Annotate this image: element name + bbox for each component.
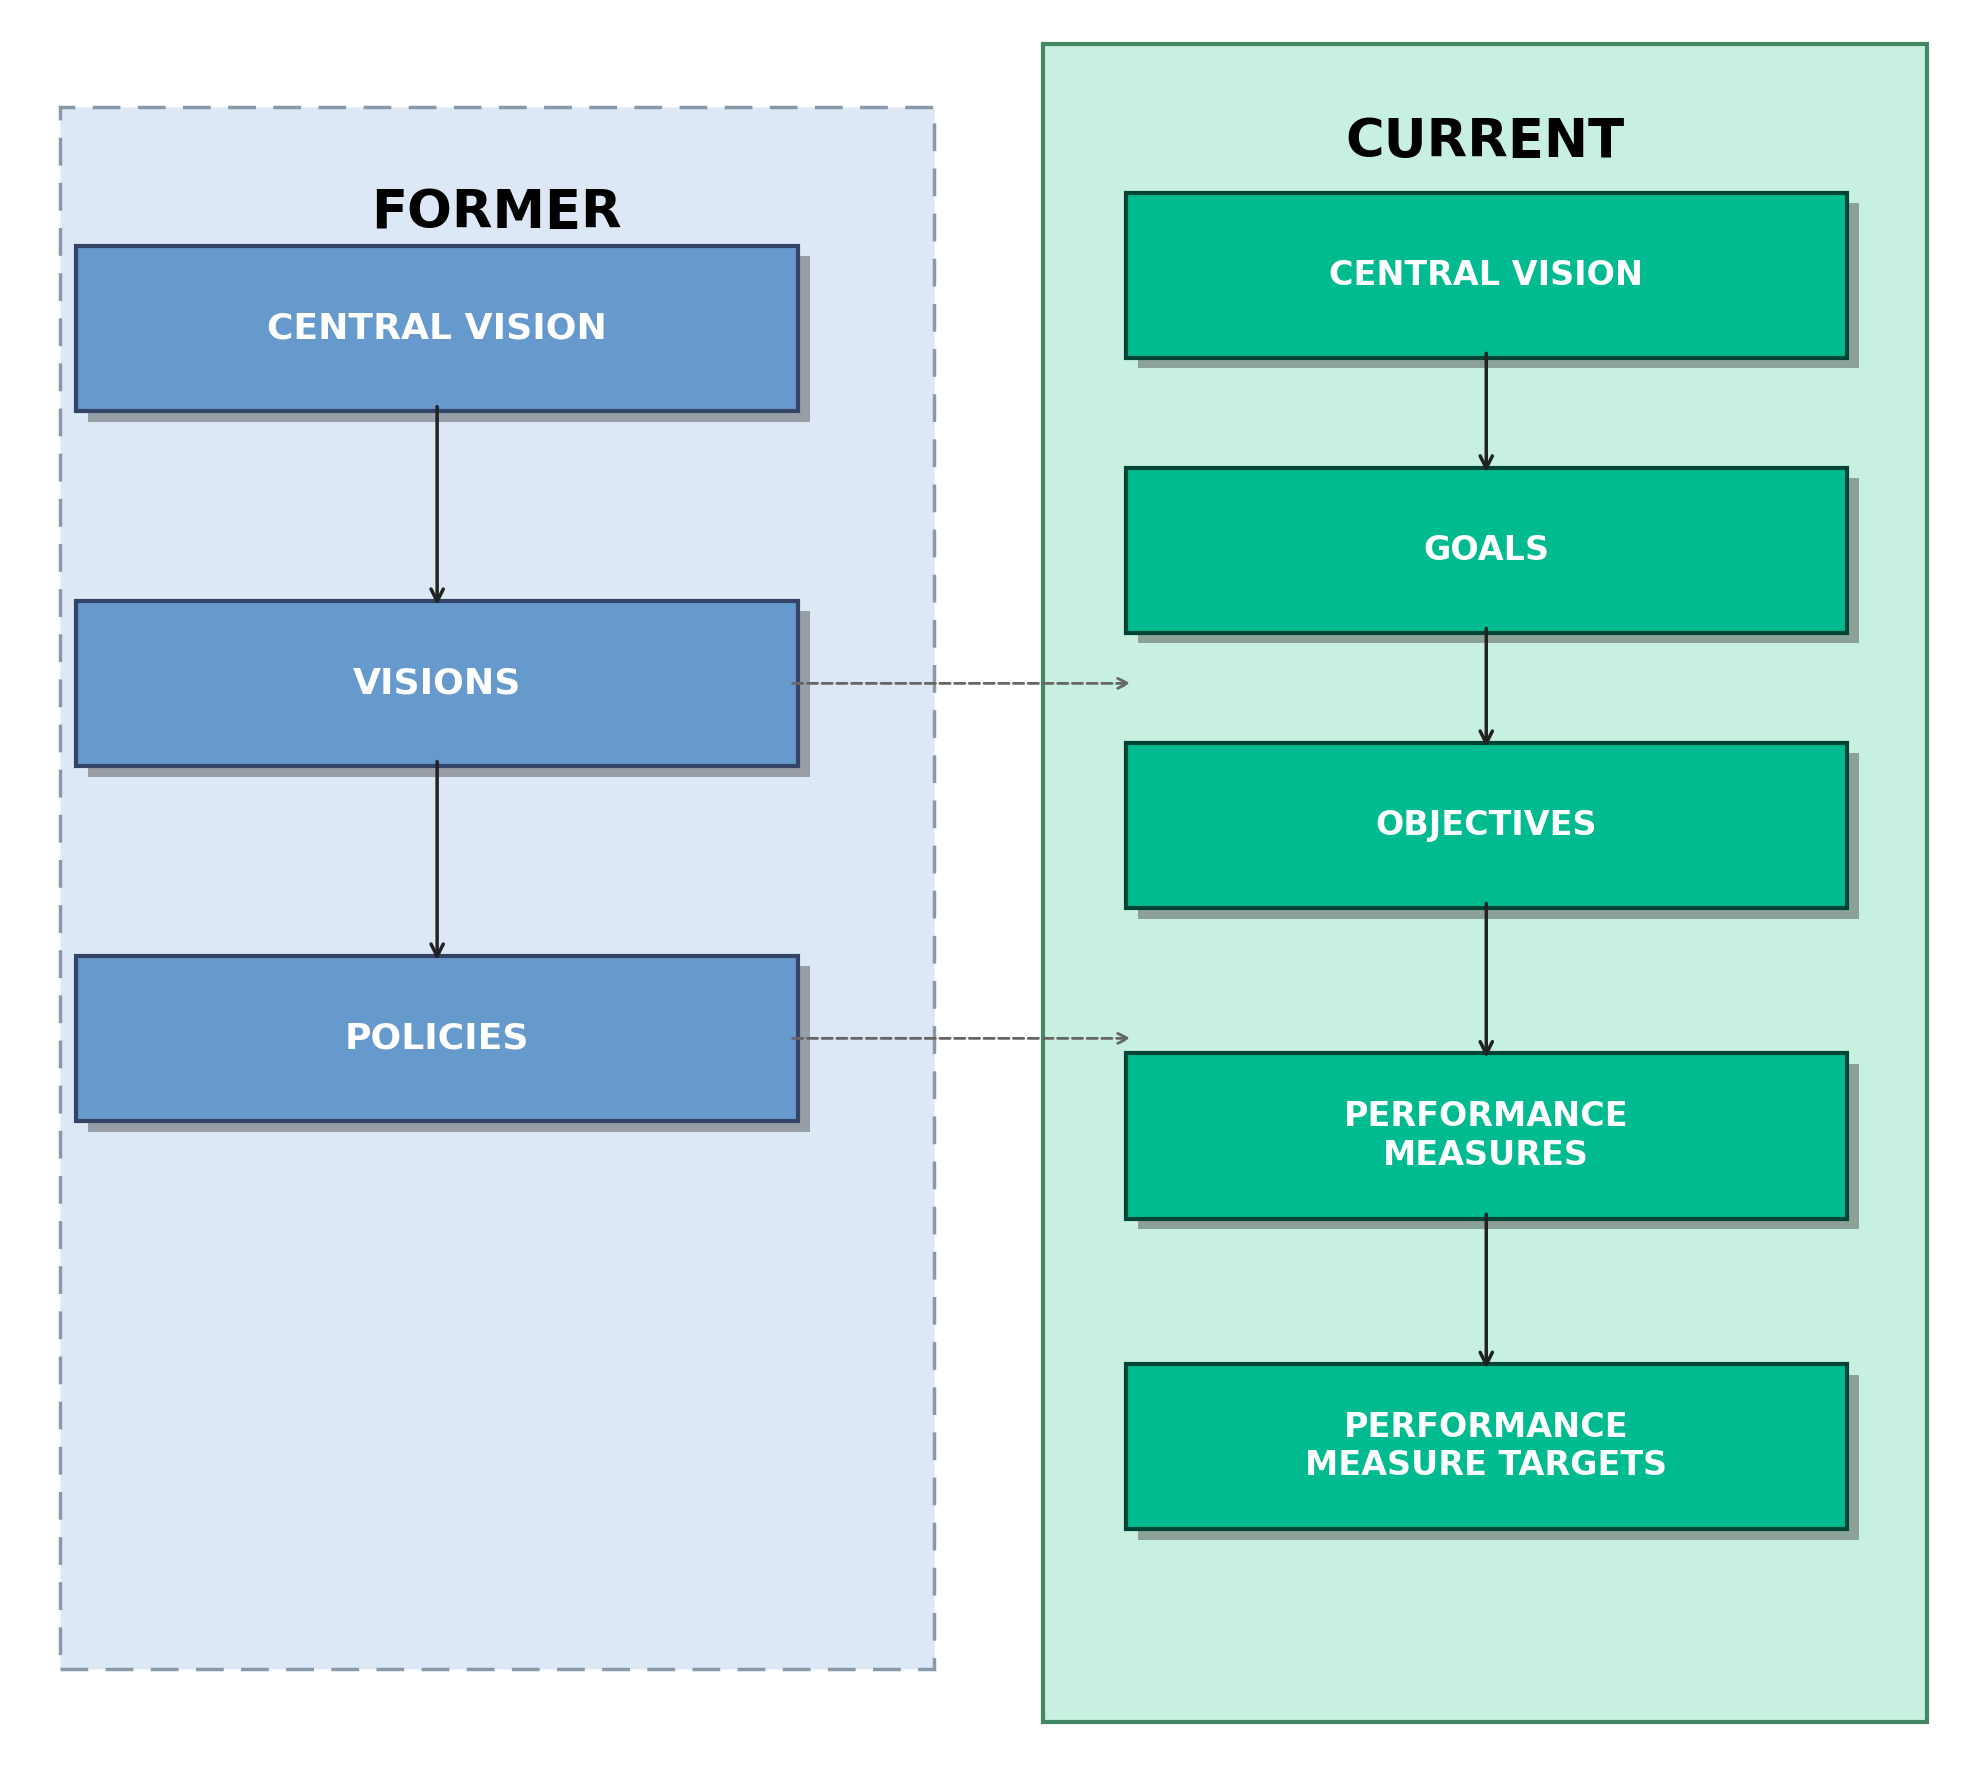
FancyBboxPatch shape bbox=[1137, 1374, 1860, 1541]
FancyBboxPatch shape bbox=[1125, 1363, 1848, 1530]
Text: VISIONS: VISIONS bbox=[354, 666, 521, 701]
FancyBboxPatch shape bbox=[1043, 44, 1927, 1722]
Text: POLICIES: POLICIES bbox=[346, 1021, 529, 1056]
Text: OBJECTIVES: OBJECTIVES bbox=[1375, 809, 1598, 841]
FancyBboxPatch shape bbox=[1137, 204, 1860, 367]
FancyBboxPatch shape bbox=[77, 245, 797, 412]
FancyBboxPatch shape bbox=[60, 106, 934, 1668]
FancyBboxPatch shape bbox=[89, 611, 811, 777]
FancyBboxPatch shape bbox=[89, 966, 811, 1132]
Text: PERFORMANCE
MEASURES: PERFORMANCE MEASURES bbox=[1343, 1100, 1629, 1172]
FancyBboxPatch shape bbox=[1137, 753, 1860, 918]
FancyBboxPatch shape bbox=[1137, 1065, 1860, 1228]
FancyBboxPatch shape bbox=[1137, 479, 1860, 643]
FancyBboxPatch shape bbox=[1125, 742, 1848, 907]
FancyBboxPatch shape bbox=[1125, 1054, 1848, 1218]
FancyBboxPatch shape bbox=[77, 600, 797, 767]
Text: PERFORMANCE
MEASURE TARGETS: PERFORMANCE MEASURE TARGETS bbox=[1305, 1411, 1667, 1482]
Text: GOALS: GOALS bbox=[1423, 534, 1550, 566]
FancyBboxPatch shape bbox=[1125, 467, 1848, 634]
FancyBboxPatch shape bbox=[1125, 193, 1848, 357]
Text: FORMER: FORMER bbox=[372, 186, 622, 240]
FancyBboxPatch shape bbox=[89, 257, 811, 421]
Text: CURRENT: CURRENT bbox=[1345, 115, 1625, 169]
Text: CENTRAL VISION: CENTRAL VISION bbox=[1329, 259, 1643, 291]
FancyBboxPatch shape bbox=[77, 955, 797, 1122]
Text: CENTRAL VISION: CENTRAL VISION bbox=[266, 311, 608, 346]
